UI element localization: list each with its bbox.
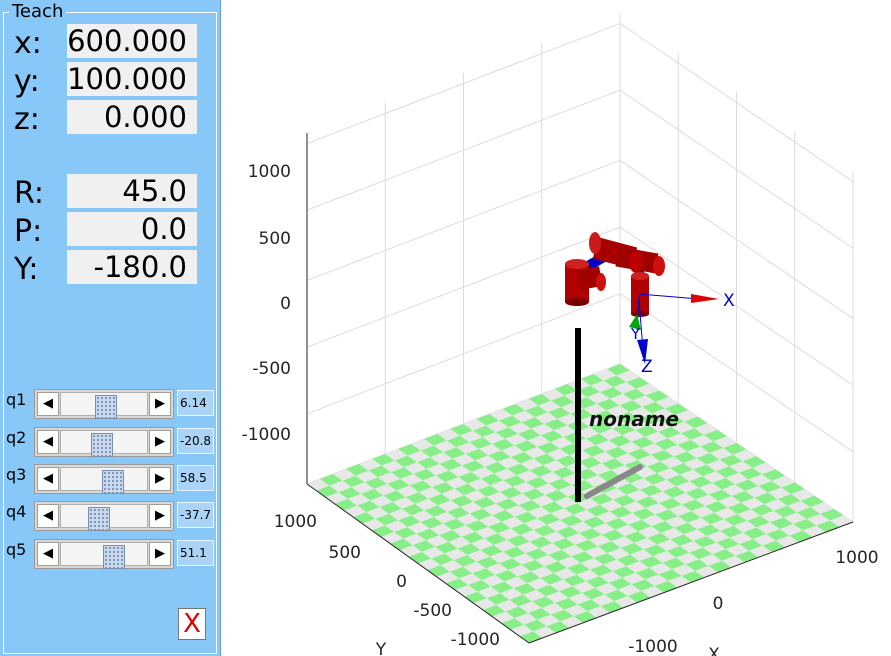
- joint-slider[interactable]: ◀ ▶: [34, 539, 174, 569]
- joint-slider[interactable]: ◀ ▶: [34, 427, 174, 457]
- roll-value: 45.0: [67, 174, 197, 208]
- joint-label: q4: [6, 502, 27, 521]
- robot-3d-plot: 1000 500 0 -500 -1000 1000 500 0 -500 -1000 -1000 0…: [242, 13, 879, 656]
- slider-left-arrow-icon[interactable]: ◀: [37, 542, 59, 566]
- frame-y-label: Y: [630, 325, 641, 343]
- slider-thumb[interactable]: [95, 395, 117, 419]
- tick-label: 0: [280, 294, 291, 314]
- joint-value-field[interactable]: 6.14: [177, 390, 214, 416]
- teach-frame: [3, 12, 217, 654]
- joint-value-field[interactable]: -37.7: [177, 502, 214, 528]
- tick-label: 1000: [835, 548, 878, 568]
- x-label: x:: [14, 26, 42, 61]
- slider-right-arrow-icon[interactable]: ▶: [149, 504, 171, 528]
- slider-thumb[interactable]: [103, 545, 125, 569]
- tick-label: -500: [252, 359, 291, 379]
- slider-track[interactable]: [60, 467, 148, 494]
- yaw-label: Y:: [14, 252, 39, 287]
- axes-grid: [306, 13, 854, 523]
- close-button[interactable]: X: [178, 608, 206, 640]
- tick-label: -500: [413, 601, 452, 621]
- tick-label: 0: [713, 594, 724, 614]
- slider-right-arrow-icon[interactable]: ▶: [149, 392, 171, 416]
- slider-left-arrow-icon[interactable]: ◀: [37, 430, 59, 454]
- x-value: 600.000: [67, 24, 197, 58]
- joint-label: q5: [6, 540, 27, 559]
- joint-label: q1: [6, 390, 27, 409]
- slider-track[interactable]: [60, 430, 148, 457]
- slider-right-arrow-icon[interactable]: ▶: [149, 467, 171, 491]
- joint-value-field[interactable]: -20.8: [177, 428, 214, 454]
- robot-name-label: noname: [589, 407, 679, 431]
- joint-slider[interactable]: ◀ ▶: [34, 501, 174, 531]
- pitch-label: P:: [14, 214, 43, 249]
- robot-shadow: [584, 464, 643, 499]
- checkerboard-floor: [306, 364, 854, 644]
- teach-panel: Teach x: 600.000 y: 100.000 z: 0.000 R: …: [0, 0, 221, 656]
- y-value: 100.000: [67, 62, 197, 96]
- joint-value-field[interactable]: 58.5: [177, 465, 214, 491]
- slider-thumb[interactable]: [102, 470, 124, 494]
- joint-slider[interactable]: ◀ ▶: [34, 389, 174, 419]
- tick-label: 0: [396, 572, 407, 592]
- tick-label: 500: [329, 543, 361, 563]
- slider-track[interactable]: [60, 504, 148, 531]
- tick-label: 500: [259, 229, 291, 249]
- slider-thumb[interactable]: [91, 433, 113, 457]
- slider-left-arrow-icon[interactable]: ◀: [37, 392, 59, 416]
- z-value: 0.000: [67, 100, 197, 134]
- slider-left-arrow-icon[interactable]: ◀: [37, 504, 59, 528]
- slider-left-arrow-icon[interactable]: ◀: [37, 467, 59, 491]
- joint-label: q3: [6, 465, 27, 484]
- joint-label: q2: [6, 428, 27, 447]
- tick-label: 1000: [248, 162, 291, 182]
- tick-label: -1000: [242, 425, 291, 445]
- z-label: z:: [14, 102, 40, 137]
- slider-right-arrow-icon[interactable]: ▶: [149, 430, 171, 454]
- joint-slider[interactable]: ◀ ▶: [34, 464, 174, 494]
- tick-label: -1000: [628, 637, 677, 656]
- slider-thumb[interactable]: [88, 507, 110, 531]
- tick-label: 1000: [274, 512, 317, 532]
- teach-title: Teach: [9, 2, 67, 22]
- axis-ticks: 1000 500 0 -500 -1000 1000 500 0 -500 -1000 -1000 0…: [242, 162, 879, 656]
- tick-label: -1000: [451, 630, 500, 650]
- frame-x-label: X: [723, 291, 735, 311]
- roll-label: R:: [14, 176, 45, 211]
- slider-track[interactable]: [60, 542, 148, 569]
- pitch-value: 0.0: [67, 212, 197, 246]
- joint-value-field[interactable]: 51.1: [177, 540, 214, 566]
- y-axis-label: Y: [375, 640, 387, 656]
- x-axis-label: X: [708, 645, 720, 656]
- slider-track[interactable]: [60, 392, 148, 419]
- frame-z-label: Z: [641, 357, 653, 377]
- yaw-value: -180.0: [67, 250, 197, 284]
- slider-right-arrow-icon[interactable]: ▶: [149, 542, 171, 566]
- tool-frame: X Y Z: [629, 291, 735, 377]
- robot-arm: [565, 232, 665, 317]
- y-label: y:: [14, 64, 40, 99]
